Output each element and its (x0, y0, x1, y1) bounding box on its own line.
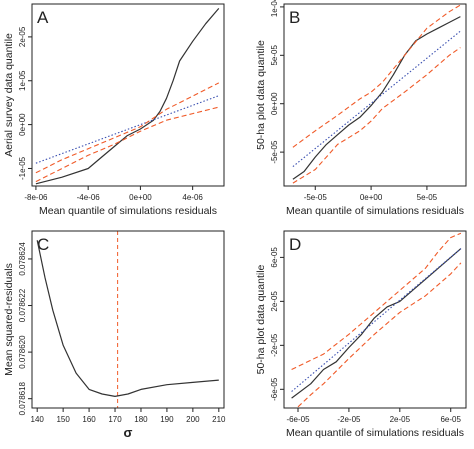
x-tick-label: 140 (31, 415, 45, 424)
plot-frame (283, 3, 467, 187)
panel-label: C (37, 235, 49, 254)
observed-quantile-line (292, 16, 461, 180)
x-tick-label: -5e-05 (304, 193, 328, 202)
confidence-envelope-line (292, 4, 461, 148)
y-tick-label: -5e-05 (270, 140, 279, 164)
x-tick-label: -6e-05 (286, 415, 310, 424)
panel-a: A -8e-06 -4e-06 0e+00 4e-06 -1e-05 0e+00 1e-05 2… (3, 3, 225, 217)
y-tick-label: -1e-05 (18, 156, 27, 180)
x-tick-label: 150 (56, 415, 70, 424)
confidence-envelope-line (292, 47, 461, 184)
panel-label: A (37, 8, 49, 27)
y-axis-title: 50-ha plot data quantile (255, 264, 267, 374)
expected-quantile-line (292, 30, 461, 168)
y-tick-label: 2e-05 (18, 26, 27, 47)
x-tick-label: 5e-05 (417, 193, 438, 202)
confidence-envelope-line (291, 232, 462, 370)
plot-area (291, 232, 462, 408)
plot-frame (31, 3, 225, 187)
panel-b: B -5e-05 0e+00 5e-05 -5e-05 0e+00 5e-05 1e-04 Me… (255, 0, 467, 217)
plot-frame (31, 230, 225, 409)
x-axis-title: Mean quantile of simulations residuals (286, 427, 464, 439)
y-axis-title: 50-ha plot data quantile (255, 40, 267, 150)
y-axis-title: Aerial survey data quantile (3, 33, 15, 157)
panel-c: C 140 150 160 170 180 190 200 210 0.078618 0.07862… (3, 230, 226, 440)
x-tick-label: 170 (108, 415, 122, 424)
x-tick-label: 0e+00 (129, 193, 152, 202)
x-tick-label: -2e-05 (337, 415, 361, 424)
x-tick-label: 210 (212, 415, 226, 424)
y-tick-label: 6e-05 (270, 247, 279, 268)
y-tick-label: 2e-05 (270, 291, 279, 312)
x-tick-label: -4e-06 (77, 193, 101, 202)
x-axis-title: Mean quantile of simulations residuals (286, 205, 464, 217)
y-tick-label: 0.078620 (18, 335, 27, 369)
panel-label: D (289, 235, 301, 254)
confidence-envelope-line (35, 106, 219, 183)
y-tick-label: -6e-05 (270, 377, 279, 401)
x-tick-label: 180 (134, 415, 148, 424)
x-axis-title: σ (124, 425, 133, 440)
y-axis-title: Mean squared-residuals (3, 263, 15, 376)
x-tick-label: 2e-05 (390, 415, 411, 424)
x-tick-label: 190 (160, 415, 174, 424)
y-tick-label: 0e+00 (18, 113, 27, 136)
y-tick-label: 0.078624 (18, 242, 27, 276)
x-tick-label: 4e-06 (182, 193, 203, 202)
x-axis-title: Mean quantile of simulations residuals (39, 205, 217, 217)
y-tick-label: 5e-05 (270, 45, 279, 66)
plot-area (36, 231, 219, 408)
confidence-envelope-line (35, 82, 220, 174)
panel-d: D -6e-05 -2e-05 2e-05 6e-05 -6e-05 -2e-05 2e-05… (255, 230, 467, 439)
plot-area (35, 8, 220, 185)
y-tick-label: 0e+00 (270, 92, 279, 115)
x-tick-label: -8e-06 (24, 193, 48, 202)
observed-quantile-line (35, 8, 220, 185)
x-tick-label: 160 (82, 415, 96, 424)
observed-quantile-line (36, 240, 219, 397)
expected-quantile-line (35, 95, 219, 164)
plot-frame (283, 230, 467, 409)
x-tick-label: 200 (186, 415, 200, 424)
x-tick-label: 6e-05 (440, 415, 461, 424)
x-tick-label: 0e+00 (360, 193, 383, 202)
y-tick-label: 0.078618 (18, 381, 27, 415)
confidence-envelope-line (297, 262, 462, 408)
y-tick-label: 1e-05 (18, 70, 27, 91)
y-tick-label: -2e-05 (270, 333, 279, 357)
y-tick-label: 0.078622 (18, 288, 27, 322)
observed-quantile-line (291, 248, 462, 399)
plot-area (292, 4, 461, 184)
panel-label: B (289, 8, 300, 27)
y-tick-label: 1e-04 (270, 0, 279, 17)
